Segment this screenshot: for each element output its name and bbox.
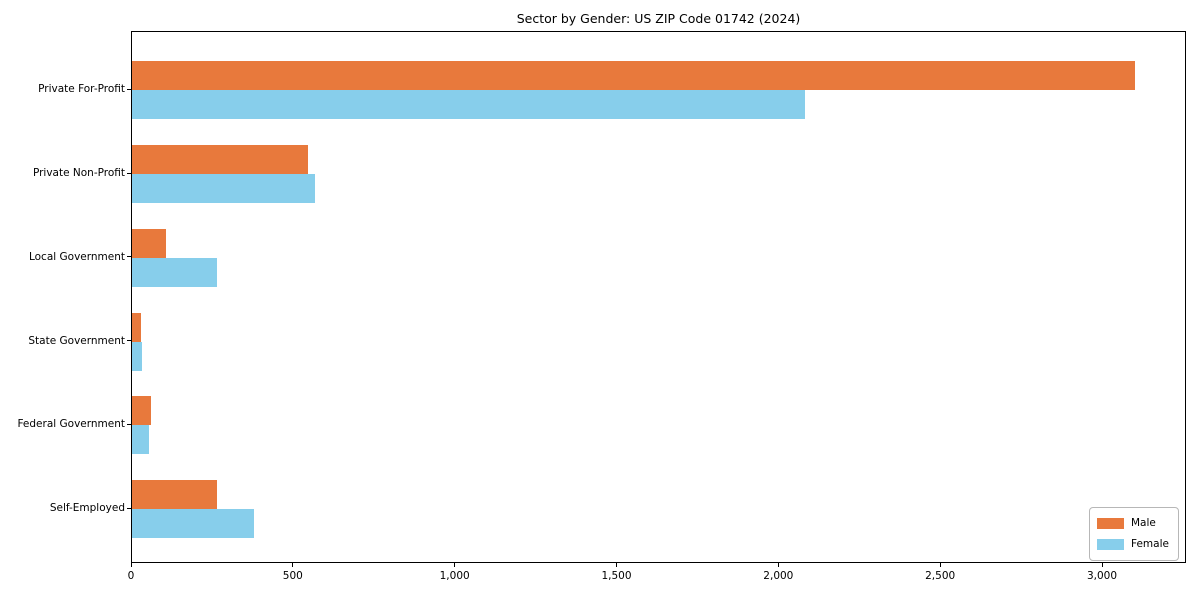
y-category-label: Private Non-Profit xyxy=(32,167,125,179)
y-category-label: Local Government xyxy=(28,250,125,263)
bar-female xyxy=(132,174,316,203)
x-tick-label: 0 xyxy=(127,570,135,582)
bar-male xyxy=(132,312,142,342)
bar-female xyxy=(132,90,806,120)
plot-area xyxy=(131,31,1186,563)
legend-label: Female xyxy=(1131,538,1169,550)
y-category-label: Federal Government xyxy=(17,418,125,431)
bar-male xyxy=(132,480,218,510)
bar-male xyxy=(132,396,152,426)
x-tick-mark xyxy=(939,563,941,567)
x-tick-mark xyxy=(130,563,132,567)
x-tick-label: 3,000 xyxy=(1086,570,1118,582)
x-tick-label: 1,000 xyxy=(439,570,470,582)
legend: Male Female xyxy=(1089,507,1179,561)
x-tick-label: 1,500 xyxy=(601,570,632,582)
x-tick-mark xyxy=(1101,563,1103,567)
x-tick-mark xyxy=(777,563,779,567)
y-category-label: Self-Employed xyxy=(49,502,125,515)
bar-female xyxy=(132,509,254,539)
y-category-label: State Government xyxy=(28,334,125,347)
y-tick-mark xyxy=(127,172,131,174)
x-tick-label: 500 xyxy=(282,570,303,582)
x-tick-label: 2,000 xyxy=(763,570,794,582)
bar-male xyxy=(132,228,166,258)
y-tick-mark xyxy=(127,340,131,342)
y-tick-mark xyxy=(127,256,131,258)
y-tick-mark xyxy=(127,507,131,509)
x-tick-mark xyxy=(292,563,294,567)
x-tick-mark xyxy=(454,563,456,567)
bar-female xyxy=(132,425,149,455)
bar-female xyxy=(132,341,143,371)
bar-female xyxy=(132,257,217,287)
bar-male xyxy=(132,61,1136,91)
y-tick-mark xyxy=(127,423,131,425)
y-tick-mark xyxy=(127,88,131,90)
legend-label: Male xyxy=(1131,517,1156,529)
x-tick-mark xyxy=(616,563,617,567)
legend-item: Female xyxy=(1097,534,1171,555)
bar-male xyxy=(132,145,308,174)
legend-swatch-male xyxy=(1097,518,1124,529)
legend-item: Male xyxy=(1097,513,1171,534)
x-tick-label: 2,500 xyxy=(925,570,956,582)
legend-swatch-female xyxy=(1097,539,1124,550)
y-category-label: Private For-Profit xyxy=(38,83,125,96)
chart-title: Sector by Gender: US ZIP Code 01742 (202… xyxy=(516,11,801,26)
